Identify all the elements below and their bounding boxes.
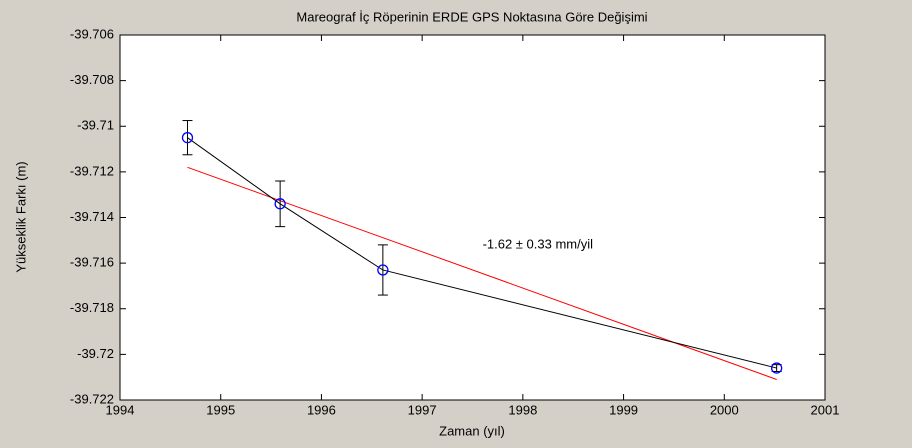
y-tick-label: -39.706 [70,26,114,41]
y-tick-label: -39.71 [77,118,114,133]
series-line [187,137,777,369]
x-tick-label: 1998 [508,402,537,417]
y-tick-label: -39.714 [70,209,114,224]
x-tick-label: 1996 [307,402,336,417]
y-tick-label: -39.722 [70,391,114,406]
y-tick-label: -39.708 [70,72,114,87]
marker [274,198,286,210]
marker [771,362,783,374]
x-tick-label: 2000 [710,402,739,417]
y-axis-label: Yükseklik Farkı (m) [13,161,28,272]
plot-area [119,34,826,401]
marker [181,132,194,144]
chart-title: Mareograf İç Röperinin ERDE GPS Noktasın… [296,9,647,24]
annotation: -1.62 ± 0.33 mm/yil [483,236,594,251]
y-tick-label: -39.72 [77,346,114,361]
x-tick-label: 1995 [206,402,235,417]
x-tick-label: 1997 [408,402,437,417]
y-tick-label: -39.716 [70,255,114,270]
x-tick-label: 1999 [609,402,638,417]
marker [377,264,389,276]
x-tick-label: 2001 [811,402,840,417]
y-tick-label: -39.712 [70,163,114,178]
x-axis-label: Zaman (yıl) [439,423,505,438]
y-tick-label: -39.718 [70,300,114,315]
x-tick-label: 1994 [106,402,135,417]
